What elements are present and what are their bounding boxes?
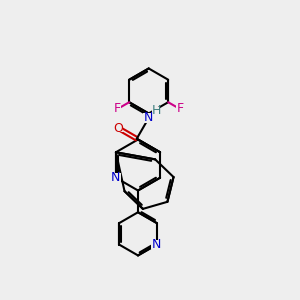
Bar <box>114 124 123 132</box>
Bar <box>176 105 184 113</box>
Bar <box>151 240 162 250</box>
Bar <box>152 106 160 114</box>
Text: N: N <box>144 112 153 124</box>
Text: N: N <box>152 238 161 251</box>
Text: H: H <box>152 104 161 117</box>
Text: F: F <box>176 103 183 116</box>
Text: F: F <box>114 103 121 116</box>
Text: O: O <box>114 122 124 135</box>
Bar <box>110 173 121 182</box>
Bar <box>114 105 122 113</box>
Text: N: N <box>111 171 121 184</box>
Bar <box>143 113 154 123</box>
